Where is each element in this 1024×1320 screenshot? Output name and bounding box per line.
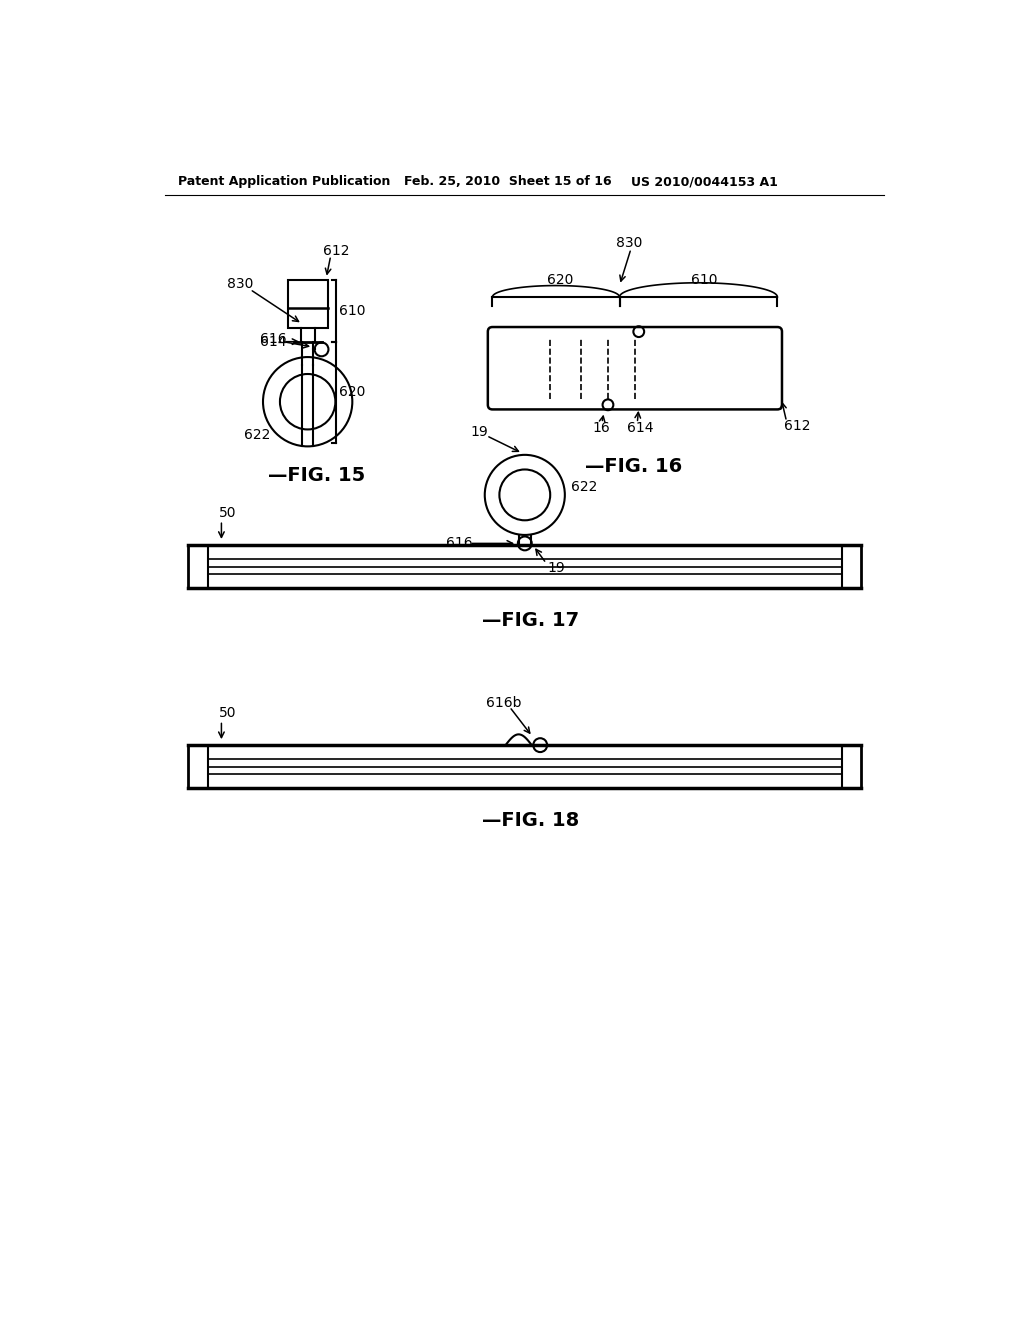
- Text: 610: 610: [339, 304, 366, 318]
- Text: 830: 830: [226, 277, 253, 290]
- Text: 614: 614: [260, 335, 287, 348]
- Text: 614: 614: [628, 421, 653, 434]
- Bar: [289, 280, 329, 327]
- Text: 610: 610: [691, 273, 717, 286]
- Text: 19: 19: [471, 425, 488, 438]
- Text: 616: 616: [446, 536, 473, 550]
- Text: —FIG. 18: —FIG. 18: [482, 810, 580, 830]
- Text: 622: 622: [244, 428, 270, 442]
- Text: —FIG. 17: —FIG. 17: [482, 611, 580, 630]
- Text: 622: 622: [571, 480, 597, 494]
- Text: 16: 16: [593, 421, 610, 434]
- Text: 830: 830: [615, 236, 642, 249]
- Text: —FIG. 16: —FIG. 16: [585, 457, 682, 477]
- Text: 19: 19: [548, 561, 565, 576]
- Text: 612: 612: [783, 420, 810, 433]
- Text: —FIG. 15: —FIG. 15: [267, 466, 365, 486]
- Text: US 2010/0044153 A1: US 2010/0044153 A1: [631, 176, 778, 187]
- Text: 612: 612: [323, 244, 349, 257]
- Text: 620: 620: [339, 385, 366, 399]
- Text: 620: 620: [547, 273, 573, 286]
- Text: 616: 616: [260, 331, 287, 346]
- Text: 50: 50: [219, 706, 237, 719]
- Text: 616b: 616b: [486, 696, 522, 710]
- Text: Feb. 25, 2010  Sheet 15 of 16: Feb. 25, 2010 Sheet 15 of 16: [403, 176, 611, 187]
- Text: Patent Application Publication: Patent Application Publication: [178, 176, 391, 187]
- Text: 50: 50: [219, 506, 237, 520]
